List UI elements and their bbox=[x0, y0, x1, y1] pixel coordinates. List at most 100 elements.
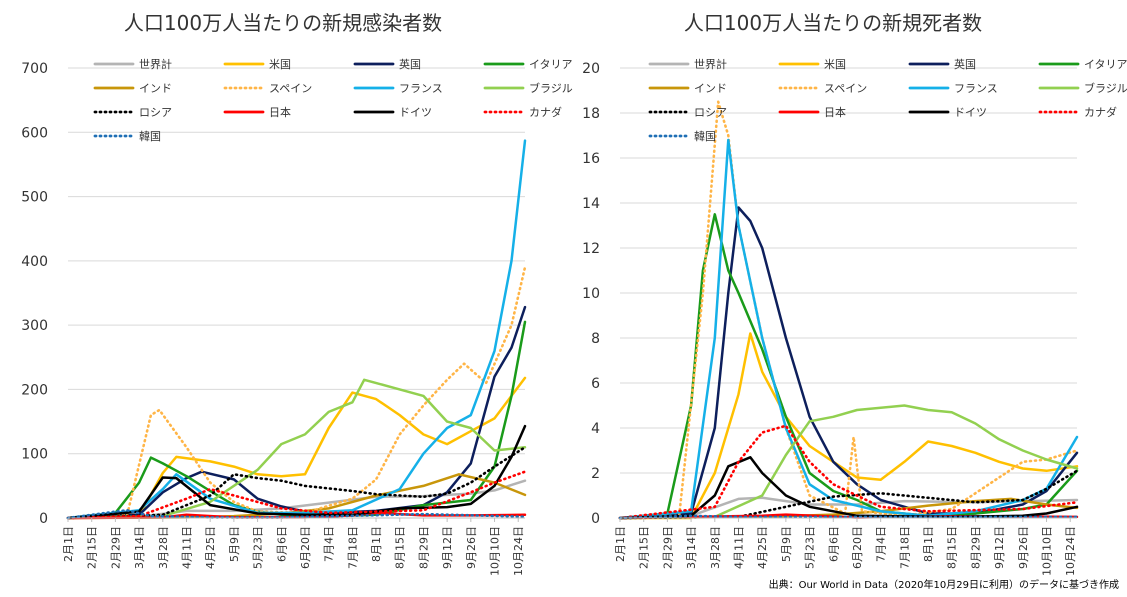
x-tick-label: 5月23日 bbox=[804, 526, 817, 569]
x-tick-label: 7月4日 bbox=[875, 526, 888, 562]
series-line-フランス bbox=[66, 139, 527, 520]
x-tick-label: 6月20日 bbox=[299, 526, 312, 569]
legend-label: ロシア bbox=[139, 106, 172, 119]
legend-label: 韓国 bbox=[694, 130, 716, 143]
source-note: 出典：Our World in Data（2020年10月29日に利用）のデータ… bbox=[768, 580, 1119, 591]
x-tick-label: 3月28日 bbox=[709, 526, 722, 569]
x-tick-label: 5月23日 bbox=[252, 526, 265, 569]
series-line-フランス bbox=[618, 138, 1079, 520]
legend-label: ブラジル bbox=[529, 81, 573, 95]
x-tick-label: 7月18日 bbox=[898, 526, 911, 569]
x-tick-label: 4月25日 bbox=[204, 526, 217, 569]
legend-item-ドイツ: ドイツ bbox=[908, 106, 987, 119]
x-tick-label: 9月26日 bbox=[465, 526, 478, 569]
legend-item-インド: インド bbox=[648, 82, 727, 95]
legend-item-米国: 米国 bbox=[223, 58, 291, 71]
legend-item-インド: インド bbox=[93, 82, 172, 95]
x-tick-label: 3月14日 bbox=[133, 526, 146, 569]
legend-item-日本: 日本 bbox=[223, 105, 291, 119]
series-line-ロシア bbox=[618, 469, 1079, 520]
x-tick-label: 10月10日 bbox=[489, 526, 502, 576]
x-tick-label: 8月1日 bbox=[370, 526, 383, 562]
y-tick-label: 8 bbox=[591, 331, 600, 347]
y-tick-label: 14 bbox=[582, 196, 600, 212]
legend-item-イタリア: イタリア bbox=[1038, 58, 1127, 71]
legend-label: 米国 bbox=[824, 58, 846, 71]
legend-item-ロシア: ロシア bbox=[648, 106, 727, 119]
x-tick-label: 6月20日 bbox=[851, 526, 864, 569]
legend-item-英国: 英国 bbox=[908, 57, 976, 71]
x-tick-label: 10月10日 bbox=[1041, 526, 1054, 576]
legend-label: インド bbox=[139, 82, 172, 95]
y-tick-label: 16 bbox=[582, 151, 600, 167]
x-tick-label: 2月29日 bbox=[109, 526, 122, 569]
x-tick-label: 10月24日 bbox=[512, 526, 525, 576]
series-line-スペイン bbox=[618, 100, 1079, 520]
legend-item-韓国: 韓国 bbox=[648, 130, 716, 143]
x-tick-label: 6月6日 bbox=[275, 526, 288, 562]
x-tick-label: 4月11日 bbox=[732, 526, 745, 569]
y-tick-label: 100 bbox=[21, 447, 48, 463]
series-line-スペイン bbox=[66, 266, 527, 520]
y-tick-label: 6 bbox=[591, 376, 600, 392]
x-tick-label: 2月1日 bbox=[614, 526, 627, 562]
y-tick-label: 2 bbox=[591, 466, 600, 482]
series-line-イタリア bbox=[66, 320, 527, 520]
legend-item-フランス: フランス bbox=[908, 82, 998, 95]
legend-item-スペイン: スペイン bbox=[778, 82, 867, 95]
legend-item-ブラジル: ブラジル bbox=[1038, 81, 1127, 95]
chart-deaths: 人口100万人当たりの新規死者数 0 2 4 6 8 10 12 14 16 18 20 2月1日 2月1… bbox=[582, 11, 1127, 576]
y-tick-label: 0 bbox=[591, 511, 600, 527]
legend-label: フランス bbox=[954, 82, 998, 95]
x-tick-label: 5月9日 bbox=[228, 526, 241, 562]
series-line-米国 bbox=[66, 376, 527, 520]
legend-item-世界計: 世界計 bbox=[648, 57, 727, 71]
legend-item-韓国: 韓国 bbox=[93, 130, 161, 143]
x-tick-label: 7月18日 bbox=[346, 526, 359, 569]
y-tick-label: 0 bbox=[39, 511, 48, 527]
legend-item-ブラジル: ブラジル bbox=[483, 81, 573, 95]
legend-item-日本: 日本 bbox=[778, 105, 846, 119]
legend-item-カナダ: カナダ bbox=[483, 105, 562, 119]
x-tick-label: 4月11日 bbox=[180, 526, 193, 569]
series-line-カナダ bbox=[618, 424, 1079, 520]
x-tick-label: 8月29日 bbox=[417, 526, 430, 569]
series-line-米国 bbox=[618, 332, 1079, 520]
legend-label: カナダ bbox=[529, 105, 562, 119]
legend-label: フランス bbox=[399, 82, 443, 95]
y-tick-label: 4 bbox=[591, 421, 600, 437]
legend-label: 米国 bbox=[269, 58, 291, 71]
legend-label: 日本 bbox=[269, 105, 291, 119]
legend-item-世界計: 世界計 bbox=[93, 57, 172, 71]
x-tick-label: 8月15日 bbox=[946, 526, 959, 569]
legend-label: ドイツ bbox=[399, 106, 432, 119]
x-tick-label: 10月24日 bbox=[1064, 526, 1077, 576]
legend-label: 世界計 bbox=[694, 57, 727, 71]
legend-label: スペイン bbox=[824, 82, 867, 95]
y-tick-label: 400 bbox=[21, 254, 48, 270]
series-line-世界計 bbox=[618, 496, 1079, 520]
legend-label: 世界計 bbox=[139, 57, 172, 71]
x-tick-label: 4月25日 bbox=[756, 526, 769, 569]
x-tick-label: 8月29日 bbox=[969, 526, 982, 569]
chart-title: 人口100万人当たりの新規感染者数 bbox=[124, 11, 442, 35]
x-tick-label: 3月14日 bbox=[685, 526, 698, 569]
legend-item-ロシア: ロシア bbox=[93, 106, 172, 119]
x-tick-label: 2月15日 bbox=[86, 526, 99, 569]
x-tick-label: 6月6日 bbox=[827, 526, 840, 562]
legend-item-スペイン: スペイン bbox=[223, 82, 312, 95]
x-tick-label: 2月15日 bbox=[638, 526, 651, 569]
legend-label: スペイン bbox=[269, 82, 312, 95]
x-tick-label: 7月4日 bbox=[323, 526, 336, 562]
y-tick-label: 18 bbox=[582, 106, 600, 122]
legend-label: イタリア bbox=[1084, 58, 1127, 71]
x-tick-label: 2月29日 bbox=[661, 526, 674, 569]
x-tick-label: 5月9日 bbox=[780, 526, 793, 562]
legend-label: 日本 bbox=[824, 105, 846, 119]
series-line-韓国 bbox=[66, 509, 527, 520]
legend-item-英国: 英国 bbox=[353, 57, 421, 71]
y-tick-label: 200 bbox=[21, 382, 48, 398]
legend-label: 韓国 bbox=[139, 130, 161, 143]
legend-item-フランス: フランス bbox=[353, 82, 443, 95]
series-line-英国 bbox=[618, 206, 1079, 520]
